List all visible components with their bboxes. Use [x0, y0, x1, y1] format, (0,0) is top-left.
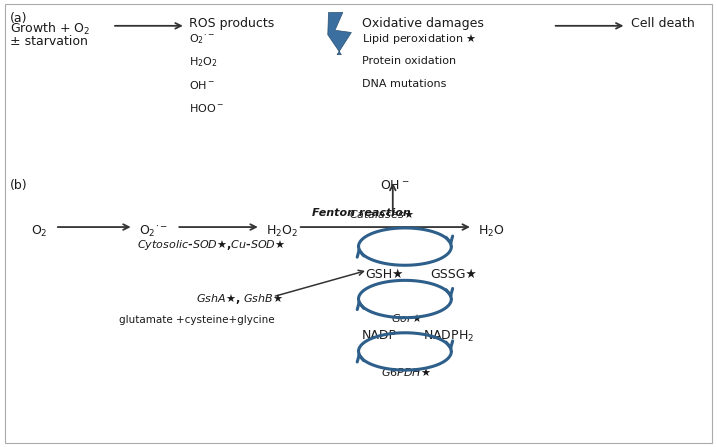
Text: NADP: NADP: [362, 329, 397, 342]
Text: $\it{Gor}$★: $\it{Gor}$★: [391, 313, 422, 325]
Text: Growth + O$_2$: Growth + O$_2$: [10, 21, 90, 38]
Text: ROS products: ROS products: [189, 17, 275, 30]
Text: glutamate +cysteine+glycine: glutamate +cysteine+glycine: [119, 315, 275, 325]
Text: H$_2$O$_2$: H$_2$O$_2$: [266, 224, 298, 239]
Text: Fenton reaction: Fenton reaction: [312, 208, 411, 218]
Text: GSSG★: GSSG★: [430, 268, 477, 281]
Text: (a): (a): [10, 13, 27, 25]
Text: $\it{Catalases}$★: $\it{Catalases}$★: [349, 209, 414, 220]
Text: $\it{GshA}$★, $\it{GshB}$★: $\it{GshA}$★, $\it{GshB}$★: [196, 292, 283, 306]
Text: GSH★: GSH★: [366, 268, 404, 281]
Text: H$_2$O: H$_2$O: [478, 224, 504, 239]
Text: $\it{G6PDH}$★: $\it{G6PDH}$★: [381, 367, 431, 378]
Text: NADPH$_2$: NADPH$_2$: [423, 329, 474, 344]
Text: Lipid peroxidation $\bigstar$: Lipid peroxidation $\bigstar$: [362, 33, 477, 46]
Text: Cell death: Cell death: [632, 17, 695, 30]
Text: $\it{Cytosolic}$-$\it{SOD}$★,$\it{Cu}$-$\it{SOD}$★: $\it{Cytosolic}$-$\it{SOD}$★,$\it{Cu}$-$…: [137, 238, 286, 252]
Text: (b): (b): [10, 179, 27, 192]
Text: H$_2$O$_2$: H$_2$O$_2$: [189, 55, 218, 69]
Polygon shape: [328, 13, 351, 55]
Text: Protein oxidation: Protein oxidation: [362, 55, 456, 66]
Text: O$_2$$^{\cdot-}$: O$_2$$^{\cdot-}$: [189, 33, 215, 46]
Text: O$_2$$^{\cdot-}$: O$_2$$^{\cdot-}$: [139, 224, 168, 239]
Text: HOO$^-$: HOO$^-$: [189, 102, 224, 114]
Text: ± starvation: ± starvation: [10, 35, 88, 48]
Text: Oxidative damages: Oxidative damages: [362, 17, 484, 30]
Text: DNA mutations: DNA mutations: [362, 79, 447, 89]
Text: OH$^-$: OH$^-$: [380, 179, 409, 192]
Text: O$_2$: O$_2$: [32, 224, 48, 239]
Text: OH$^-$: OH$^-$: [189, 79, 216, 91]
